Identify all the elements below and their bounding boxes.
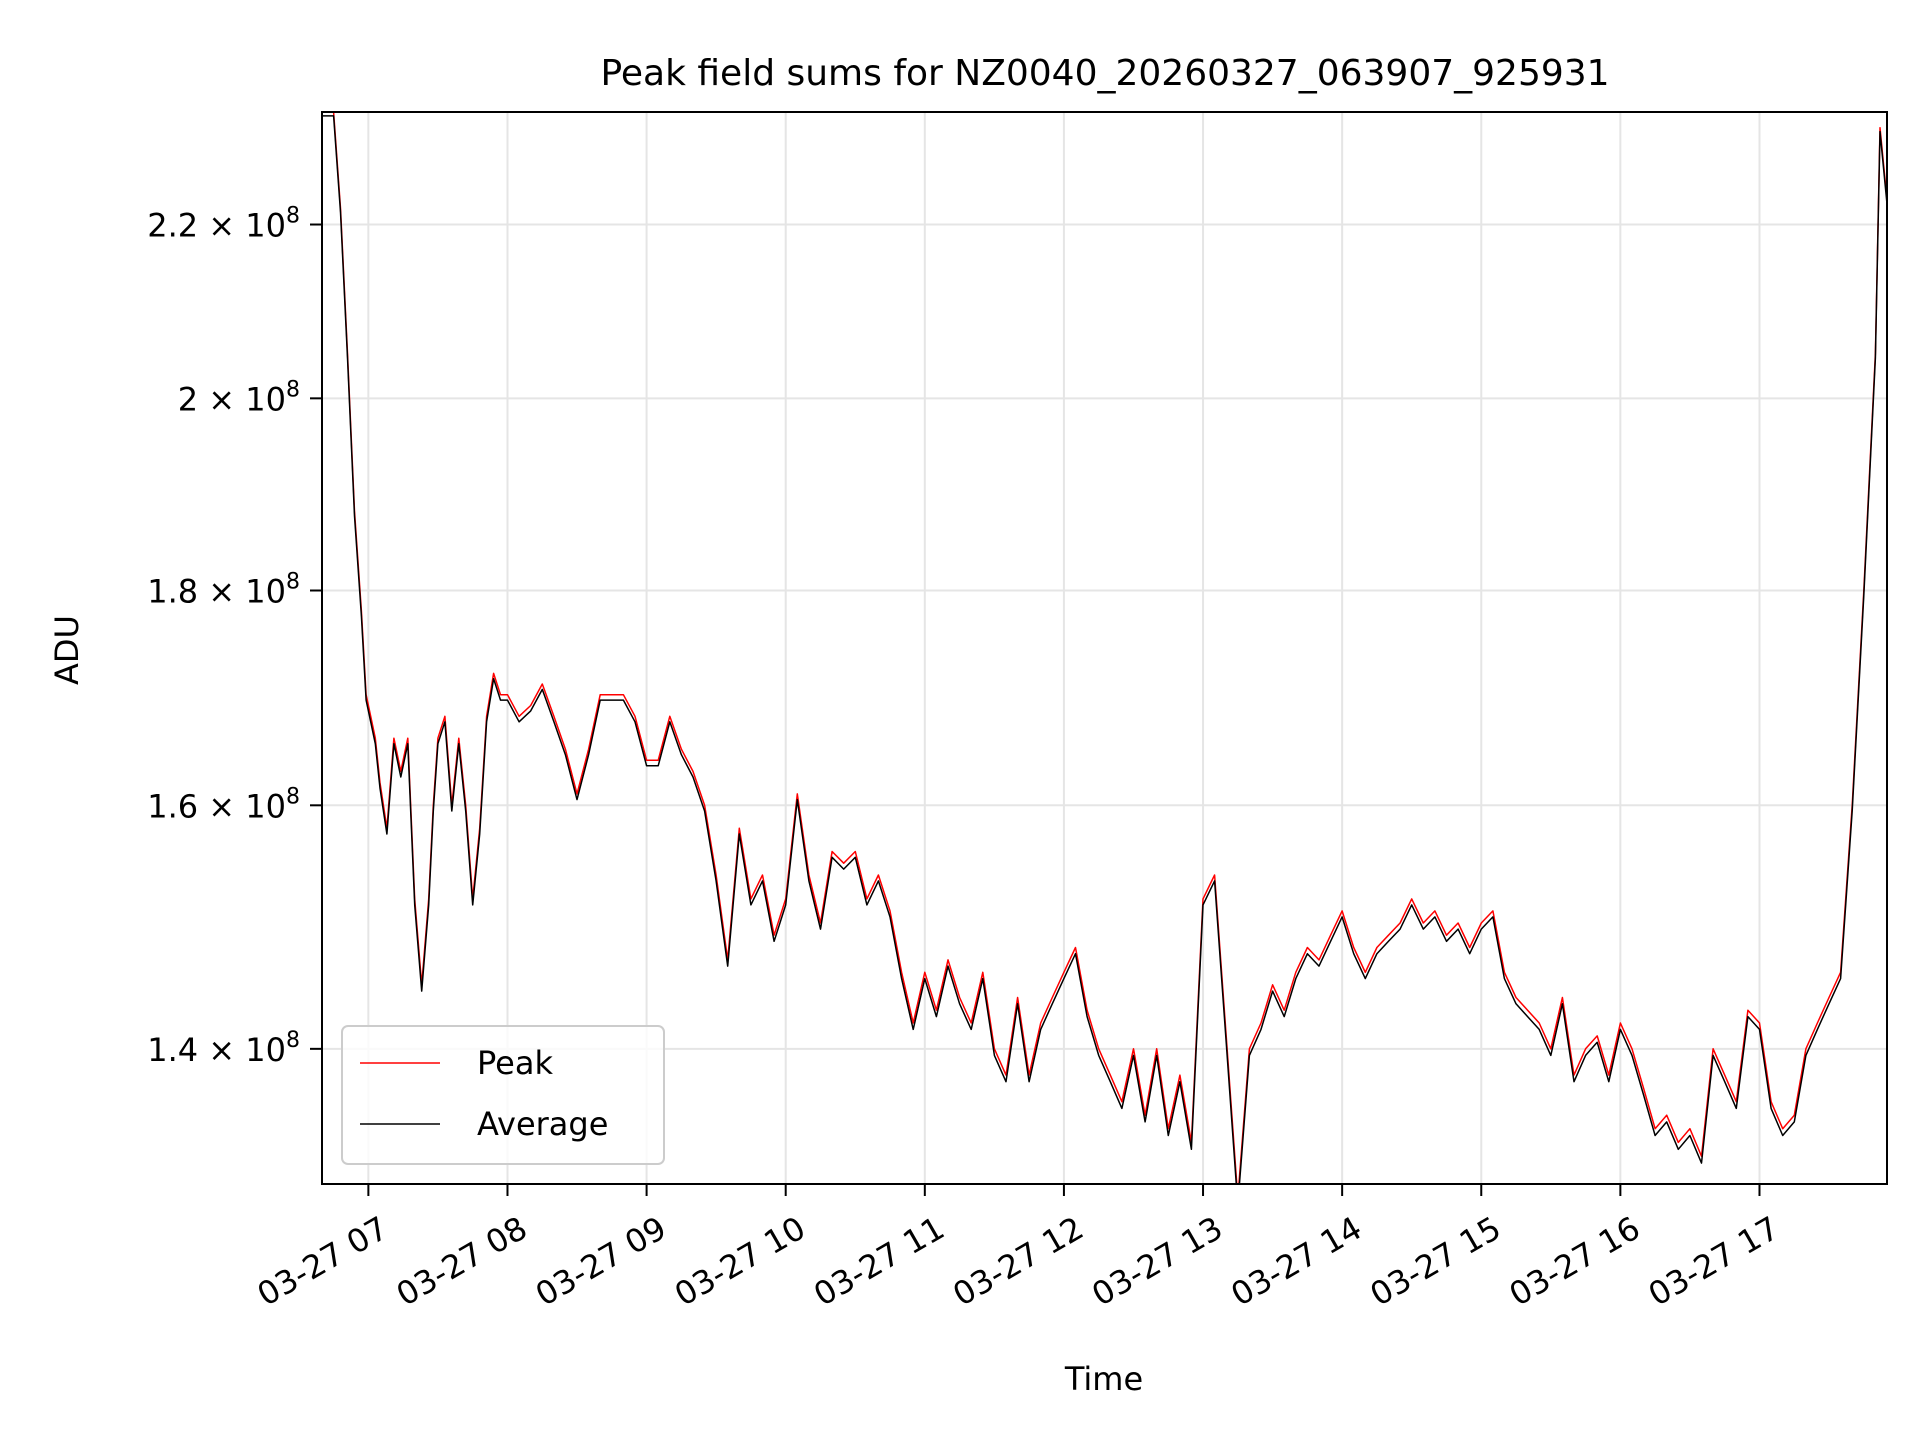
y-tick-label: 1.4 × 108 — [147, 1028, 300, 1069]
y-tick-times: × 10 — [198, 1031, 286, 1069]
y-tick-times: × 10 — [198, 207, 286, 245]
grid — [322, 112, 1887, 1184]
y-tick-mantissa: 1.4 — [147, 1031, 198, 1069]
y-tick-exponent: 8 — [286, 784, 300, 809]
y-tick-exponent: 8 — [286, 569, 300, 594]
y-tick-mantissa: 1.8 — [147, 572, 198, 610]
y-tick-label: 2.2 × 108 — [147, 204, 300, 245]
legend-label-peak: Peak — [477, 1044, 553, 1082]
series-layer — [322, 112, 1887, 1184]
y-axis-label: ADU — [48, 615, 86, 685]
series-line-average — [322, 115, 1887, 1184]
y-tick-mantissa: 1.6 — [147, 787, 198, 825]
y-tick-mantissa: 2.2 — [147, 207, 198, 245]
y-tick-exponent: 8 — [286, 204, 300, 229]
chart-title: Peak field sums for NZ0040_20260327_0639… — [600, 53, 1609, 94]
legend-label-average: Average — [477, 1105, 608, 1143]
legend-box — [341, 1025, 665, 1165]
y-tick-mantissa: 2 — [178, 380, 198, 418]
y-tick-exponent: 8 — [286, 1028, 300, 1053]
legend: Peak Average — [341, 1025, 665, 1165]
y-tick-times: × 10 — [198, 787, 286, 825]
y-tick-label: 1.6 × 108 — [147, 784, 300, 825]
plot-frame — [321, 111, 1888, 1185]
y-tick-times: × 10 — [198, 380, 286, 418]
x-axis-label: Time — [1064, 1360, 1143, 1398]
y-tick-label: 1.8 × 108 — [147, 569, 300, 610]
y-tick-label: 2 × 108 — [178, 377, 300, 418]
y-tick-times: × 10 — [198, 572, 286, 610]
y-tick-exponent: 8 — [286, 377, 300, 402]
